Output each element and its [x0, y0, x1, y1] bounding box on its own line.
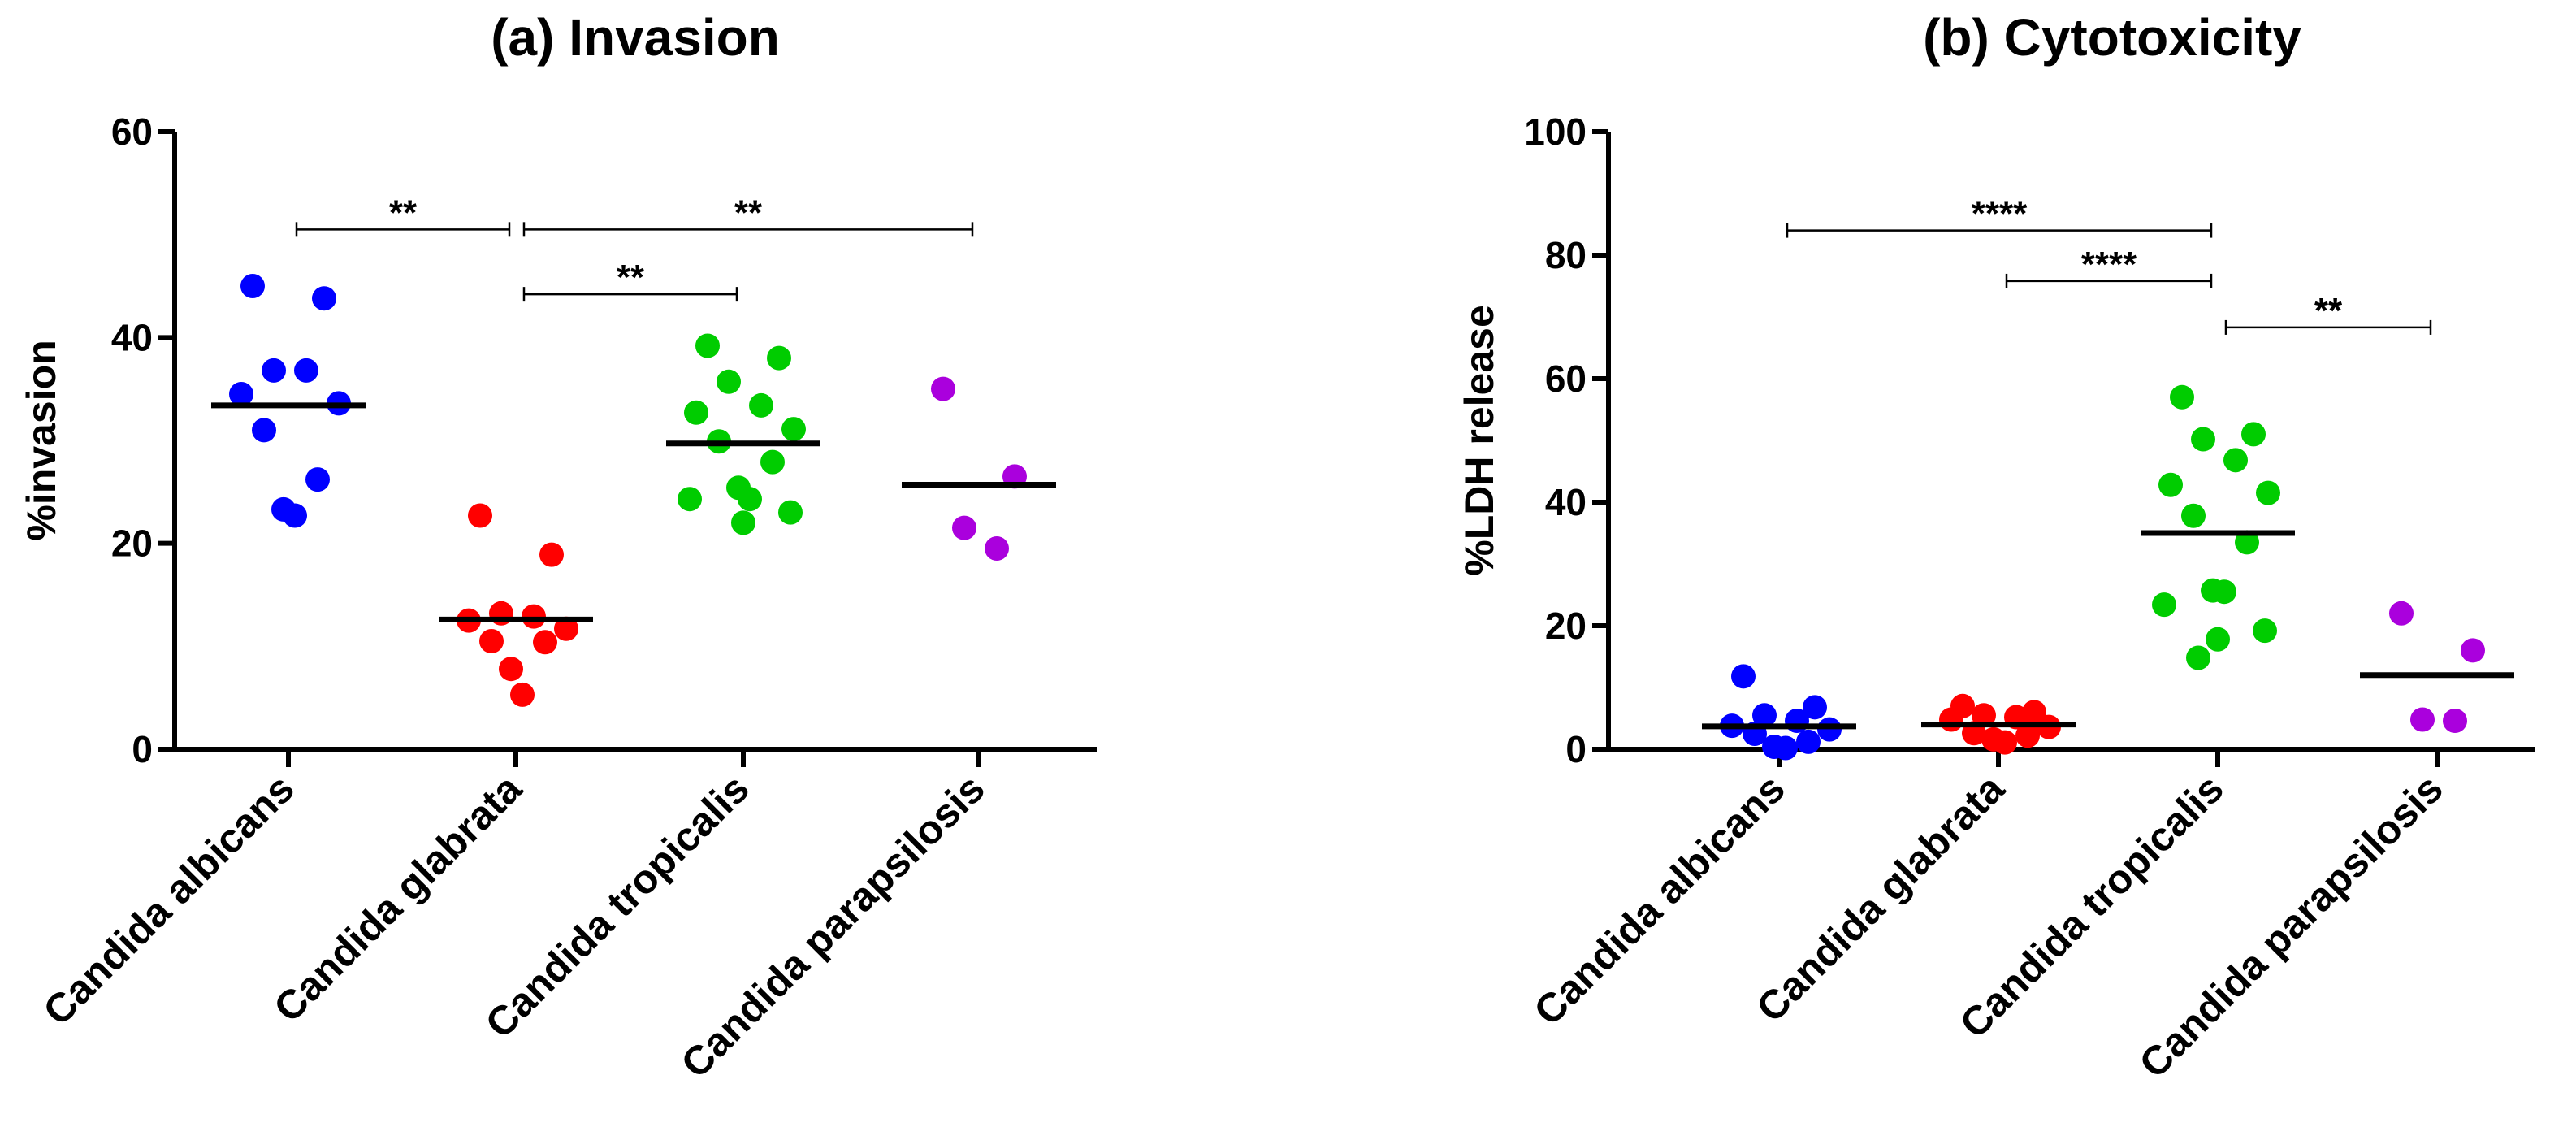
data-point	[760, 449, 785, 475]
y-tick-label: 20	[111, 522, 153, 565]
data-point	[312, 286, 336, 311]
y-tick-label: 0	[1565, 728, 1587, 770]
y-tick-label: 100	[1524, 111, 1587, 153]
y-tick-label: 60	[111, 111, 153, 153]
data-point	[252, 418, 276, 443]
data-point	[2443, 709, 2467, 734]
data-point	[294, 358, 318, 383]
data-point	[499, 657, 523, 682]
chart-panel-0: (a) Invasion 0 20 40 60 %invasion Candida albi…	[19, 8, 1097, 1086]
data-point	[2389, 601, 2414, 626]
data-point	[1972, 703, 1996, 728]
data-point	[240, 274, 265, 298]
significance-label: **	[2314, 291, 2343, 331]
data-point	[2241, 422, 2266, 447]
data-point	[510, 682, 535, 707]
y-tick-label: 60	[1545, 358, 1587, 400]
data-point	[781, 417, 806, 442]
data-point	[2223, 448, 2248, 473]
significance-label: ****	[2081, 245, 2137, 284]
data-point	[229, 382, 253, 406]
data-point	[2256, 480, 2280, 505]
data-point	[1785, 709, 1809, 734]
data-point	[1752, 703, 1777, 728]
data-point	[1773, 735, 1798, 761]
y-tick-label: 0	[132, 728, 153, 770]
data-point	[2235, 530, 2259, 555]
data-point	[749, 392, 773, 418]
chart-panel-1: (b) Cytotoxicity 0 20 40 60 80 100 %LDH release…	[1457, 8, 2535, 1086]
data-point	[533, 630, 557, 655]
data-point	[684, 400, 708, 425]
x-category-label: Candida glabrata	[265, 765, 530, 1030]
data-point	[952, 515, 976, 540]
data-point	[1803, 695, 1827, 720]
y-tick-label: 40	[111, 316, 153, 358]
data-point	[1817, 717, 1842, 742]
data-point	[2410, 707, 2435, 732]
data-point	[2170, 384, 2194, 410]
chart-title: (a) Invasion	[491, 8, 780, 67]
data-point	[2191, 427, 2215, 452]
data-point	[1993, 730, 2017, 755]
data-point	[2253, 618, 2277, 644]
data-point	[522, 604, 546, 629]
data-point	[468, 503, 492, 528]
data-point	[262, 358, 286, 383]
data-point	[283, 503, 307, 528]
data-point	[2158, 472, 2183, 497]
data-point	[305, 467, 330, 492]
significance-label: **	[389, 193, 418, 232]
data-point	[931, 376, 955, 401]
data-point	[985, 536, 1009, 561]
data-point	[678, 487, 702, 512]
significance-label: **	[617, 258, 645, 297]
data-point	[695, 333, 720, 358]
data-point	[2181, 503, 2206, 528]
data-point	[731, 510, 755, 535]
data-point	[1731, 664, 1756, 689]
data-point	[2186, 645, 2210, 670]
chart-title: (b) Cytotoxicity	[1923, 8, 2301, 67]
y-axis-label: %LDH release	[1457, 305, 1502, 576]
data-point	[738, 487, 762, 512]
data-point	[767, 345, 791, 371]
data-point	[1939, 707, 1963, 732]
data-point	[717, 369, 741, 394]
data-point	[2152, 592, 2176, 618]
significance-label: **	[734, 193, 763, 232]
data-point	[2015, 723, 2040, 748]
data-point	[539, 542, 564, 567]
data-point	[778, 500, 803, 525]
data-point	[2461, 638, 2485, 663]
data-point	[554, 616, 578, 641]
data-point	[2212, 579, 2236, 605]
data-point	[479, 629, 504, 653]
y-axis-label: %invasion	[19, 340, 64, 540]
y-tick-label: 40	[1545, 481, 1587, 523]
data-point	[1796, 729, 1821, 754]
y-tick-label: 80	[1545, 234, 1587, 276]
significance-label: ****	[1972, 194, 2028, 234]
data-point	[2206, 627, 2230, 652]
x-category-label: Candida albicans	[34, 765, 302, 1034]
y-tick-label: 20	[1545, 605, 1587, 647]
